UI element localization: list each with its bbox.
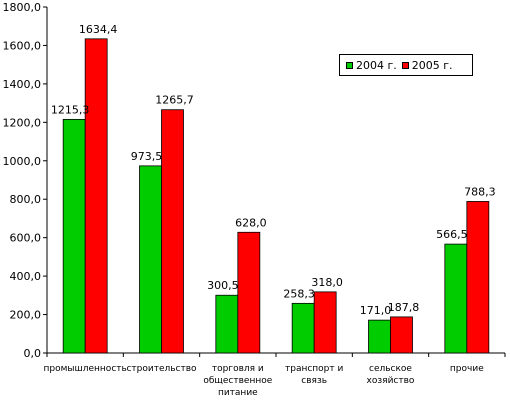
legend-label-2004: 2004 г. [356, 58, 397, 72]
bar [390, 316, 413, 354]
category-label: торговля и [212, 364, 264, 374]
y-tick-label: 400,0 [10, 270, 42, 283]
data-label: 566,5 [436, 228, 468, 241]
category-label: общественное [203, 376, 272, 386]
bar [444, 243, 468, 354]
data-label: 973,5 [131, 150, 163, 163]
axes [43, 6, 506, 357]
bar [161, 109, 184, 354]
category-label: прочие [450, 364, 484, 374]
bar [139, 165, 162, 354]
legend-swatch-2004 [346, 61, 353, 69]
data-label: 1265,7 [155, 94, 194, 107]
category-label: транспорт и [285, 364, 344, 374]
bar [368, 319, 391, 354]
y-tick-labels: 0,0 200,0 400,0 600,0 800,0 1000,0 1200,0 1400,… [3, 1, 42, 360]
data-label: 171,0 [360, 304, 392, 317]
data-label: 187,8 [388, 301, 420, 314]
category-labels: промышленность строительство торговля и общ… [44, 364, 485, 398]
category-label: хозяйство [367, 376, 415, 386]
legend: 2004 г. 2005 г. [339, 54, 473, 76]
data-label: 1634,4 [79, 23, 118, 36]
bars [62, 38, 490, 354]
bar [313, 291, 337, 354]
bar [62, 118, 86, 354]
data-label: 628,0 [235, 216, 267, 229]
y-tick-label: 1200,0 [3, 116, 42, 129]
y-tick-label: 0,0 [24, 347, 42, 360]
y-tick-label: 1400,0 [3, 78, 42, 91]
legend-label-2005: 2005 г. [411, 58, 453, 72]
data-label: 258,3 [283, 287, 315, 300]
data-label: 1215,3 [51, 103, 90, 116]
data-label: 300,5 [207, 279, 239, 292]
category-label: связь [301, 376, 327, 386]
legend-swatch-2005 [401, 61, 409, 69]
bar [84, 38, 108, 354]
y-tick-label: 800,0 [10, 193, 42, 206]
category-label: строительство [126, 364, 197, 374]
category-label: промышленность [44, 364, 127, 374]
y-tick-label: 1600,0 [3, 39, 42, 52]
y-tick-label: 1000,0 [3, 155, 42, 168]
bar [237, 231, 261, 354]
legend-item-2004: 2004 г. [346, 59, 397, 72]
data-labels: 1215,3 1634,4 973,5 1265,7 300,5 628,0 258,331… [51, 23, 496, 317]
bar [215, 294, 239, 354]
category-label: сельское [369, 364, 412, 374]
data-label: 788,3 [464, 185, 496, 198]
category-label: питание [218, 388, 258, 398]
legend-item-2005: 2005 г. [401, 58, 453, 72]
bar [291, 302, 315, 354]
y-tick-label: 200,0 [10, 309, 42, 322]
bar [466, 201, 490, 354]
data-label: 318,0 [311, 276, 343, 289]
y-tick-label: 600,0 [10, 232, 42, 245]
y-tick-label: 1800,0 [3, 1, 42, 14]
